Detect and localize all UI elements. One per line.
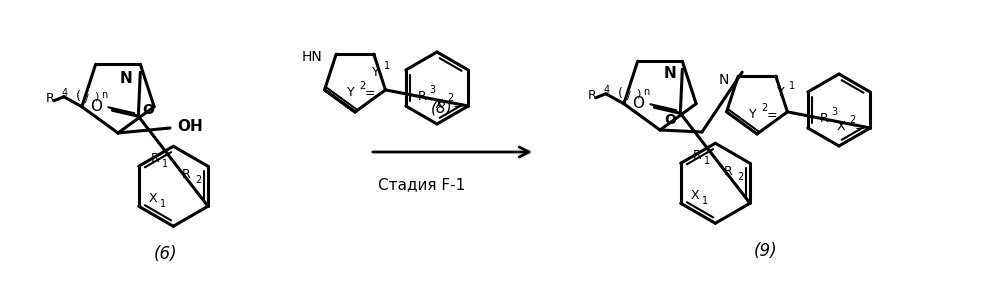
Text: HN: HN xyxy=(302,50,323,64)
Text: 3: 3 xyxy=(430,85,436,95)
Text: =: = xyxy=(453,99,464,112)
Text: (6): (6) xyxy=(154,245,177,263)
Text: R: R xyxy=(724,165,733,178)
Text: (9): (9) xyxy=(754,242,777,260)
Text: X: X xyxy=(690,189,699,202)
Text: 1: 1 xyxy=(789,81,795,91)
Text: 1: 1 xyxy=(162,159,167,169)
Text: R: R xyxy=(587,89,596,102)
Text: 1: 1 xyxy=(384,61,390,71)
Text: 1: 1 xyxy=(704,156,710,166)
Text: =: = xyxy=(365,87,375,100)
Text: R: R xyxy=(820,111,829,125)
Text: R: R xyxy=(418,90,426,103)
Text: X: X xyxy=(836,119,845,133)
Text: 2: 2 xyxy=(848,115,855,125)
Text: X: X xyxy=(435,98,444,111)
Text: (8): (8) xyxy=(431,100,453,115)
Text: X: X xyxy=(149,192,157,205)
Text: N: N xyxy=(719,73,730,87)
Text: ): ) xyxy=(636,89,640,99)
Text: 1: 1 xyxy=(160,199,166,209)
Text: O: O xyxy=(91,99,103,114)
Text: =: = xyxy=(854,122,865,134)
Text: OH: OH xyxy=(177,119,202,134)
Text: (: ( xyxy=(76,90,81,103)
Text: ): ) xyxy=(94,92,98,102)
Text: 2: 2 xyxy=(447,93,453,103)
Text: 2: 2 xyxy=(194,175,201,185)
Text: /: / xyxy=(85,94,89,104)
Text: n: n xyxy=(643,87,649,97)
Text: O: O xyxy=(632,96,644,111)
Text: R: R xyxy=(181,168,190,181)
Text: 3: 3 xyxy=(831,107,837,117)
Text: /: / xyxy=(627,91,631,101)
Text: 2: 2 xyxy=(761,103,767,113)
Text: 4: 4 xyxy=(604,85,610,95)
Text: R: R xyxy=(151,152,160,165)
Text: R: R xyxy=(692,149,701,162)
Text: N: N xyxy=(664,66,677,81)
Text: 4: 4 xyxy=(62,88,68,98)
Text: R: R xyxy=(46,92,54,105)
Text: 2: 2 xyxy=(737,172,743,182)
Text: Y: Y xyxy=(777,86,785,99)
Text: =: = xyxy=(767,110,778,122)
Text: 2: 2 xyxy=(359,81,365,91)
Text: Стадия F-1: Стадия F-1 xyxy=(378,177,466,192)
Text: (: ( xyxy=(617,87,622,100)
Text: n: n xyxy=(101,90,107,100)
Text: O: O xyxy=(664,113,676,127)
Text: O: O xyxy=(143,103,154,117)
Text: Y: Y xyxy=(749,107,757,121)
Text: 1: 1 xyxy=(702,196,708,206)
Text: Y: Y xyxy=(347,86,355,99)
Text: Y: Y xyxy=(372,66,380,79)
Text: N: N xyxy=(120,71,133,86)
